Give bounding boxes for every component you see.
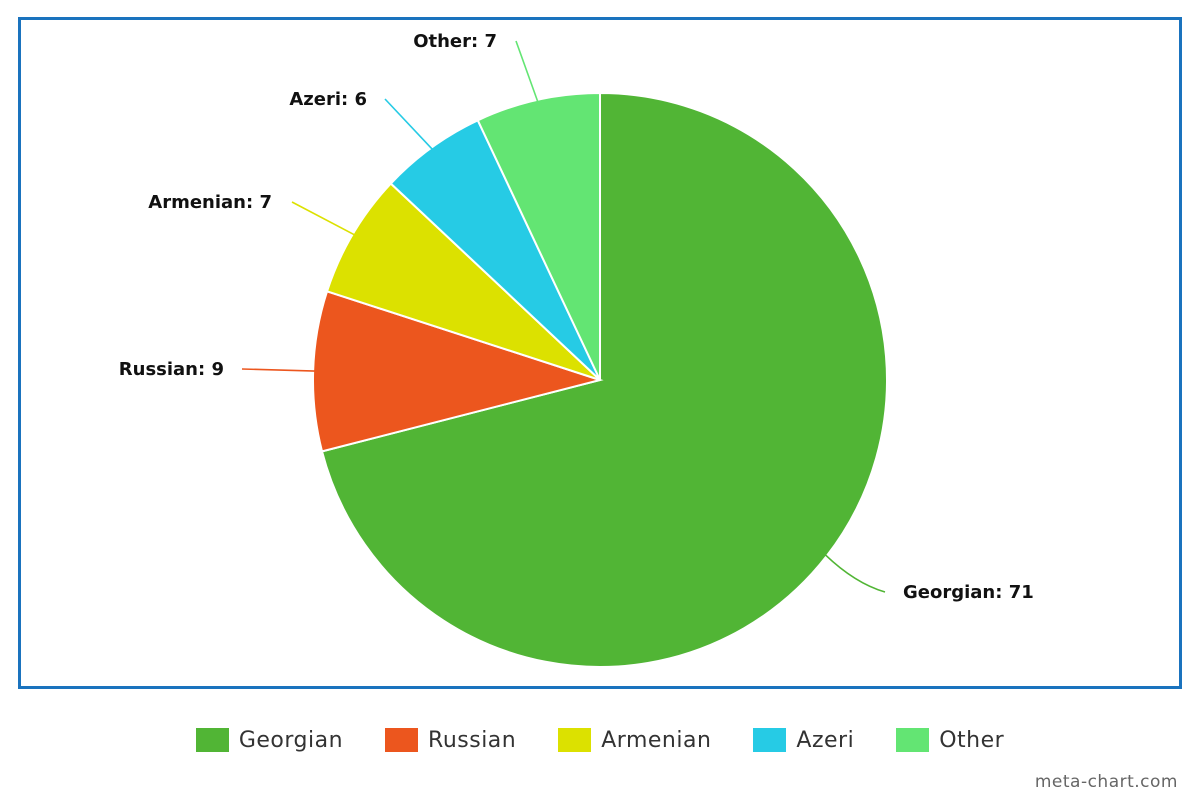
leader-line-georgian — [824, 554, 886, 593]
legend-label-armenian: Armenian — [601, 727, 712, 753]
chart-frame — [18, 17, 1182, 689]
slice-labels: Georgian: 71 Russian: 9 Armenian: 7 Azeri: … — [119, 31, 1034, 603]
leader-line-azeri — [384, 98, 434, 150]
legend-swatch-georgian — [195, 728, 229, 752]
legend-item-other[interactable]: Other — [896, 728, 1004, 753]
leader-line-russian — [241, 368, 316, 372]
legend-label-georgian: Georgian — [238, 727, 344, 753]
legend: Georgian Russian Armenian Azeri Other — [0, 722, 1200, 758]
legend-item-azeri[interactable]: Azeri — [753, 728, 854, 753]
label-leader-lines — [241, 40, 886, 593]
slice-label-other: Other: 7 — [413, 31, 497, 52]
legend-item-russian[interactable]: Russian — [385, 728, 516, 753]
leader-line-armenian — [291, 201, 356, 236]
legend-label-azeri: Azeri — [796, 727, 855, 753]
leader-line-other — [515, 40, 539, 103]
legend-swatch-armenian — [558, 728, 592, 752]
legend-item-armenian[interactable]: Armenian — [558, 728, 711, 753]
slice-label-azeri: Azeri: 6 — [289, 89, 367, 110]
slice-label-armenian: Armenian: 7 — [148, 192, 272, 213]
legend-swatch-russian — [385, 728, 419, 752]
legend-swatch-other — [896, 728, 930, 752]
legend-item-georgian[interactable]: Georgian — [195, 727, 344, 753]
legend-label-russian: Russian — [428, 727, 517, 753]
pie-slices — [312, 91, 888, 668]
legend-label-other: Other — [939, 727, 1005, 753]
legend-swatch-azeri — [753, 728, 787, 752]
watermark: meta-chart.com — [1034, 772, 1178, 792]
slice-label-russian: Russian: 9 — [119, 359, 224, 380]
slice-label-georgian: Georgian: 71 — [903, 582, 1034, 603]
